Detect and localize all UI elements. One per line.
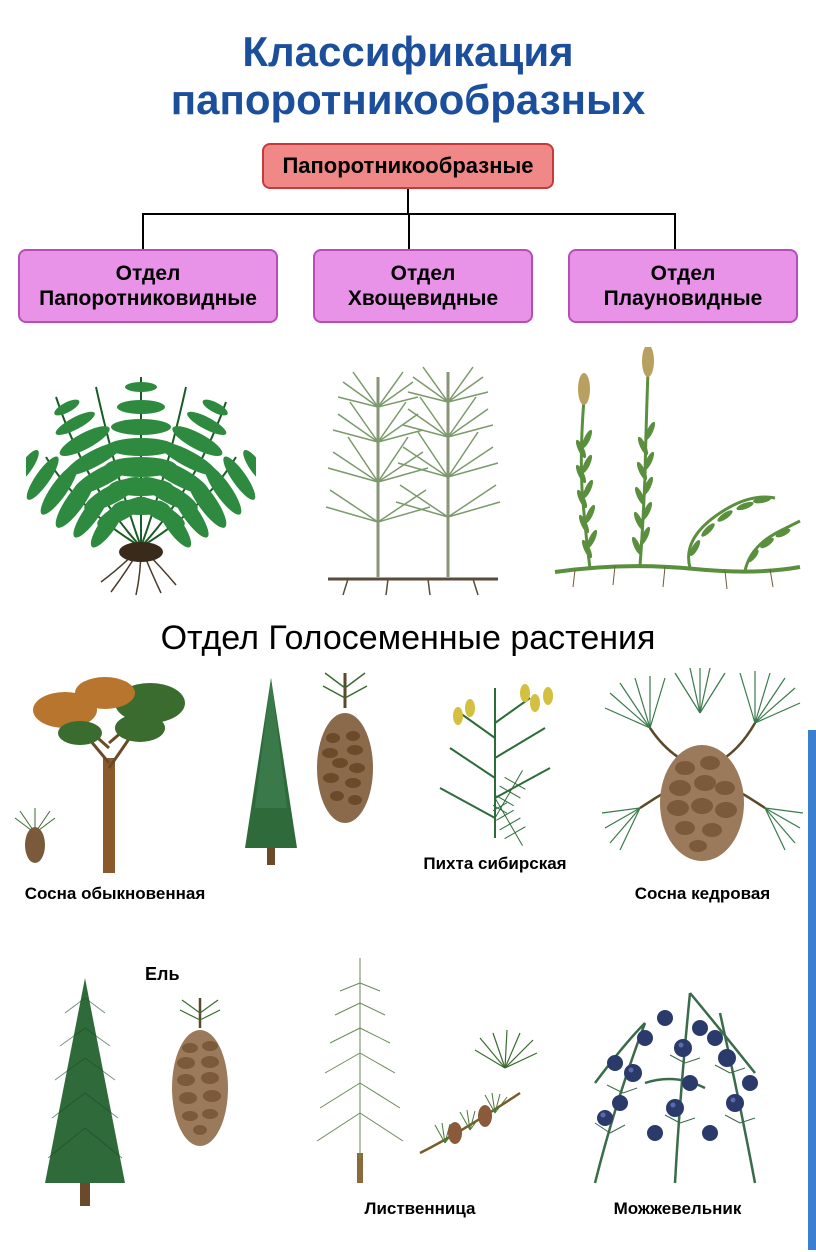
branch-row: Отдел Папоротниковидные Отдел Хвощевидны… [18, 249, 798, 323]
root-label: Папоротникообразные [282, 153, 533, 178]
branch-fern-l1: Отдел [28, 261, 268, 286]
fern-image [8, 337, 275, 597]
gymnosperm-title: Отдел Голосеменные растения [0, 619, 816, 658]
spruce-label-wrap: Ель [145, 958, 180, 985]
title-line1: Классификация [0, 28, 816, 76]
juniper-label: Можжевельник [555, 1199, 800, 1219]
tree-connector [28, 189, 788, 249]
branch-horsetail-l1: Отдел [323, 261, 523, 286]
connector-drop-3 [674, 213, 676, 249]
main-title: Классификация папоротникообразных [0, 0, 816, 125]
spruce [20, 958, 270, 1208]
scots-pine-label: Сосна обыкновенная [10, 884, 220, 904]
root-node: Папоротникообразные [262, 143, 553, 189]
branch-fern: Отдел Папоротниковидные [18, 249, 278, 323]
cedar-pine-label: Сосна кедровая [600, 884, 805, 904]
siberian-fir-label: Пихта сибирская [400, 854, 590, 874]
cedar-pine: Сосна кедровая [600, 668, 805, 904]
gymnosperm-grid: Сосна обыкновенная [0, 658, 816, 1238]
connector-drop-2 [408, 213, 410, 249]
larch: Лиственница [295, 943, 545, 1219]
branch-horsetail-l2: Хвощевидные [323, 286, 523, 311]
title-line2: папоротникообразных [0, 76, 816, 124]
branch-clubmoss: Отдел Плауновидные [568, 249, 798, 323]
branch-clubmoss-l1: Отдел [578, 261, 788, 286]
horsetail-image [275, 337, 542, 597]
larch-label: Лиственница [295, 1199, 545, 1219]
scots-pine: Сосна обыкновенная [10, 668, 220, 904]
branch-clubmoss-l2: Плауновидные [578, 286, 788, 311]
fir-tree-image [225, 668, 405, 868]
spruce-label: Ель [145, 964, 180, 985]
connector-drop-1 [142, 213, 144, 249]
connector-stem [407, 189, 409, 213]
siberian-fir: Пихта сибирская [400, 668, 590, 874]
branch-fern-l2: Папоротниковидные [28, 286, 268, 311]
juniper: Можжевельник [555, 943, 800, 1219]
pteridophyte-images [8, 337, 808, 597]
branch-horsetail: Отдел Хвощевидные [313, 249, 533, 323]
clubmoss-image [541, 337, 808, 597]
